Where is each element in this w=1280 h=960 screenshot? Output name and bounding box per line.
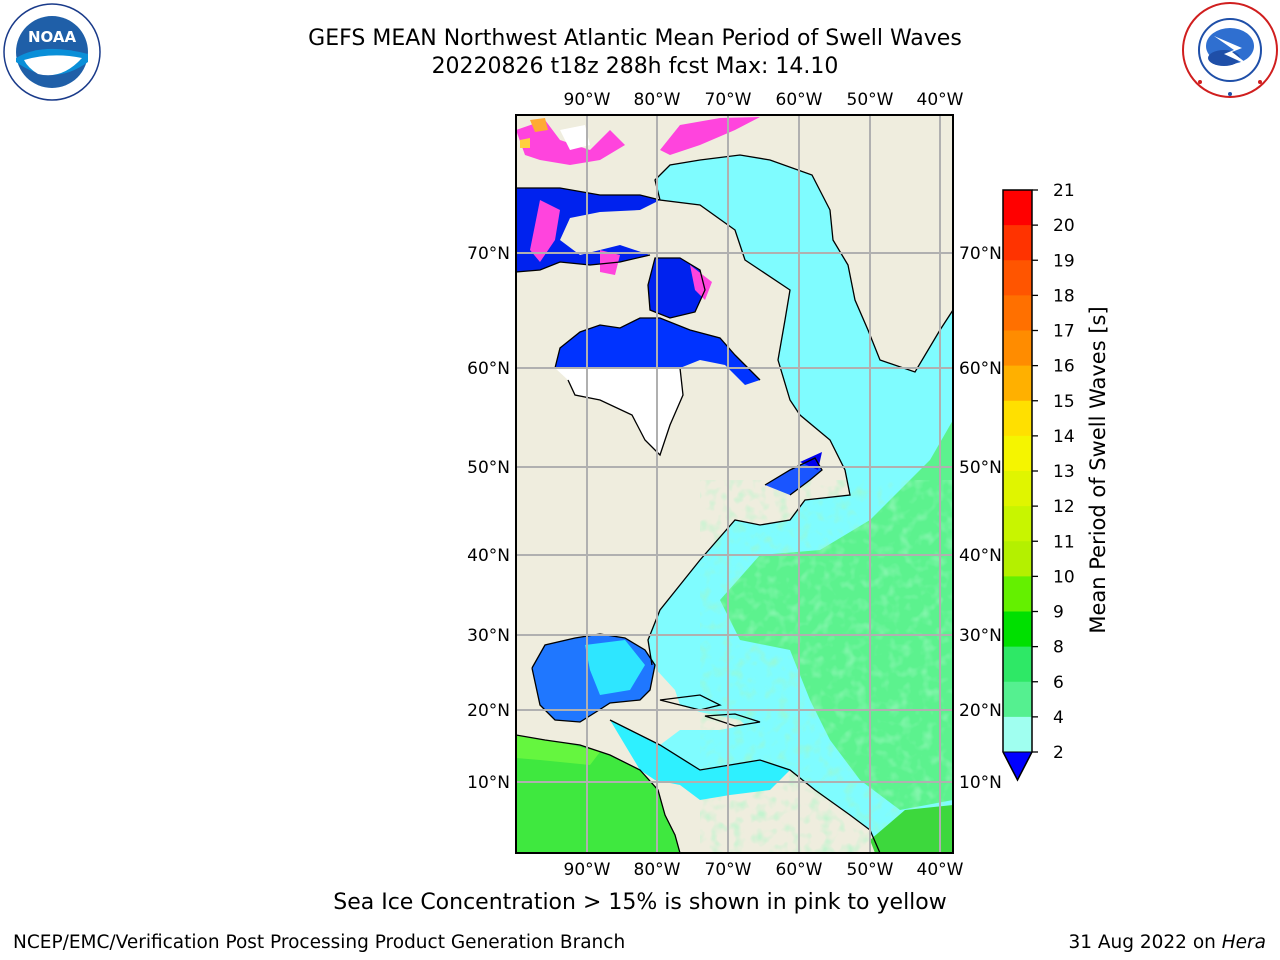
- graticule: [516, 115, 953, 853]
- sea-ice-magenta: [516, 120, 625, 165]
- colorbar-tick-label: 15: [1053, 392, 1075, 412]
- date-line: 31 Aug 2022 on Hera: [1068, 932, 1266, 953]
- colorbar-label: Mean Period of Swell Waves [s]: [1086, 306, 1110, 633]
- colorbar-segment: [1003, 576, 1032, 612]
- colorbar-segment: [1003, 330, 1032, 367]
- colorbar-tick-label: 13: [1053, 462, 1075, 482]
- colorbar-tick-label: 16: [1053, 357, 1075, 377]
- colorbar-segment: [1003, 646, 1032, 683]
- lon-label-top: 60°W: [776, 90, 823, 110]
- lat-label-left: 20°N: [467, 701, 510, 721]
- noaa-logo-text: NOAA: [28, 28, 77, 46]
- nws-logo-icon: [1182, 2, 1278, 98]
- colorbar-segment: [1003, 435, 1032, 472]
- lon-label-top: 50°W: [847, 90, 894, 110]
- colorbar-tick-label: 10: [1053, 567, 1075, 587]
- map-frame: [515, 114, 954, 854]
- colorbar-segment: [1003, 471, 1032, 507]
- lat-label-right: 30°N: [959, 626, 1002, 646]
- lon-label-bottom: 90°W: [564, 860, 611, 880]
- colorbar-segment: [1003, 541, 1032, 577]
- date-text: 31 Aug 2022 on: [1068, 932, 1222, 953]
- lon-label-bottom: 60°W: [776, 860, 823, 880]
- colorbar-frame: [1002, 189, 1033, 782]
- lat-label-right: 10°N: [959, 773, 1002, 793]
- colorbar-tick-label: 14: [1053, 427, 1075, 447]
- colorbar-tick-label: 17: [1053, 322, 1075, 342]
- colorbar-segment: [1003, 190, 1032, 226]
- foxe-basin: [648, 258, 705, 318]
- lon-label-top: 90°W: [564, 90, 611, 110]
- colorbar-segment: [1003, 260, 1032, 296]
- colorbar-segment: [1003, 506, 1032, 542]
- lon-label-top: 80°W: [634, 90, 681, 110]
- lon-label-bottom: 50°W: [847, 860, 894, 880]
- colorbar-tick-label: 19: [1053, 251, 1075, 271]
- colorbar-tick-label: 21: [1053, 181, 1075, 201]
- lon-label-bottom: 80°W: [634, 860, 681, 880]
- map-title: GEFS MEAN Northwest Atlantic Mean Period…: [308, 26, 962, 51]
- coastlines: [516, 154, 953, 853]
- pacific-ocean: [516, 735, 680, 853]
- colorbar-tick-label: 12: [1053, 497, 1075, 517]
- credit-line: NCEP/EMC/Verification Post Processing Pr…: [13, 932, 626, 953]
- lat-label-right: 70°N: [959, 244, 1002, 264]
- map-subtitle: 20220826 t18z 288h fcst Max: 14.10: [431, 54, 839, 79]
- colorbar-segment: [1003, 611, 1032, 648]
- lon-label-bottom: 70°W: [705, 860, 752, 880]
- lat-label-left: 70°N: [467, 244, 510, 264]
- caribbean-sea: [610, 720, 790, 800]
- colorbar-tick-label: 6: [1053, 673, 1064, 693]
- colorbar-tick-label: 9: [1053, 603, 1064, 623]
- colorbar-segment: [1003, 681, 1032, 718]
- lat-label-left: 40°N: [467, 546, 510, 566]
- colorbar-segment: [1003, 225, 1032, 261]
- lat-label-right: 40°N: [959, 546, 1002, 566]
- sea-ice-note: Sea Ice Concentration > 15% is shown in …: [333, 890, 947, 915]
- colorbar-tick-label: 20: [1053, 216, 1075, 236]
- lat-label-right: 50°N: [959, 458, 1002, 478]
- lat-label-left: 60°N: [467, 359, 510, 379]
- swell-green-tropical: [870, 805, 953, 853]
- colorbar-tick-label: 11: [1053, 532, 1075, 552]
- lat-label-right: 60°N: [959, 359, 1002, 379]
- colorbar: 21 20 19 18 17 16 15 14 13 12 11 10 9 8 6 4 2: [1002, 181, 1075, 782]
- colorbar-extend-arrow: [1002, 751, 1033, 782]
- colorbar-tick-label: 8: [1053, 638, 1064, 658]
- lat-label-left: 30°N: [467, 626, 510, 646]
- lat-label-right: 20°N: [959, 701, 1002, 721]
- colorbar-segment: [1003, 716, 1032, 753]
- lon-label-top: 40°W: [917, 90, 964, 110]
- colorbar-segment: [1003, 295, 1032, 331]
- colorbar-tick-label: 2: [1053, 743, 1064, 763]
- machine-name: Hera: [1221, 932, 1266, 953]
- colorbar-segment: [1003, 365, 1032, 402]
- lon-label-top: 70°W: [705, 90, 752, 110]
- colorbar-tick-label: 18: [1053, 286, 1075, 306]
- colorbar-segment: [1003, 400, 1032, 437]
- lat-label-left: 10°N: [467, 773, 510, 793]
- colorbar-tick-label: 4: [1053, 708, 1064, 728]
- lon-label-bottom: 40°W: [917, 860, 964, 880]
- noaa-logo-icon: NOAA: [3, 3, 101, 101]
- lat-label-left: 50°N: [467, 458, 510, 478]
